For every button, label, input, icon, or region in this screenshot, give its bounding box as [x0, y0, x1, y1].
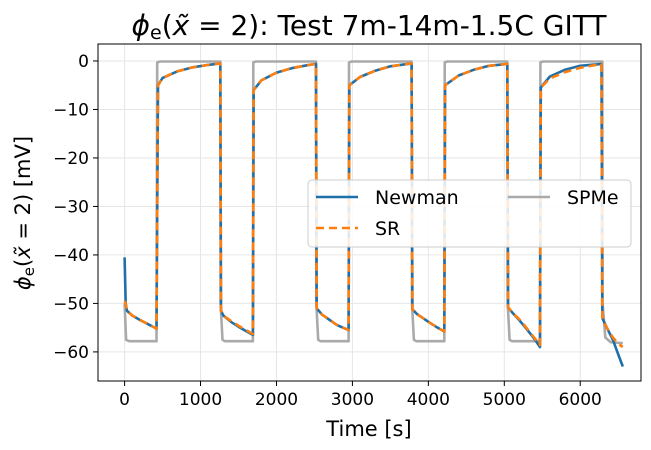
y-tick-label: −20	[53, 149, 89, 169]
y-tick-label: −30	[53, 197, 89, 217]
legend-box	[307, 179, 632, 248]
x-axis-label: Time [s]	[325, 417, 411, 441]
y-tick-label: −50	[53, 294, 89, 314]
legend-label-spme: SPMe	[567, 187, 619, 209]
y-axis-label: ϕe(x̃ = 2) [mV]	[11, 136, 38, 290]
x-tick-label: 4000	[407, 390, 450, 410]
legend: Newman SR SPMe	[307, 179, 632, 248]
y-tick-label: 0	[78, 52, 89, 72]
y-tick-label: −10	[53, 100, 89, 120]
chart-title: ϕe(x̃ = 2): Test 7m-14m-1.5C GITT	[132, 9, 608, 44]
x-tick-label: 6000	[559, 390, 602, 410]
legend-label-newman: Newman	[375, 187, 459, 209]
x-tick-label: 0	[119, 390, 130, 410]
series-layer	[123, 60, 625, 367]
legend-label-sr: SR	[375, 218, 400, 240]
plot-frame	[97, 43, 642, 382]
x-tick-label: 2000	[255, 390, 298, 410]
series-line-sr	[123, 62, 624, 349]
x-tick-label: 5000	[483, 390, 526, 410]
ticks: 0 1000 2000 3000 4000 5000 6000 0 −10 −20 −30 −40 −5…	[53, 52, 602, 410]
x-tick-label: 1000	[179, 390, 222, 410]
x-tick-label: 3000	[331, 390, 374, 410]
y-tick-label: −60	[53, 343, 89, 363]
y-tick-label: −40	[53, 246, 89, 266]
